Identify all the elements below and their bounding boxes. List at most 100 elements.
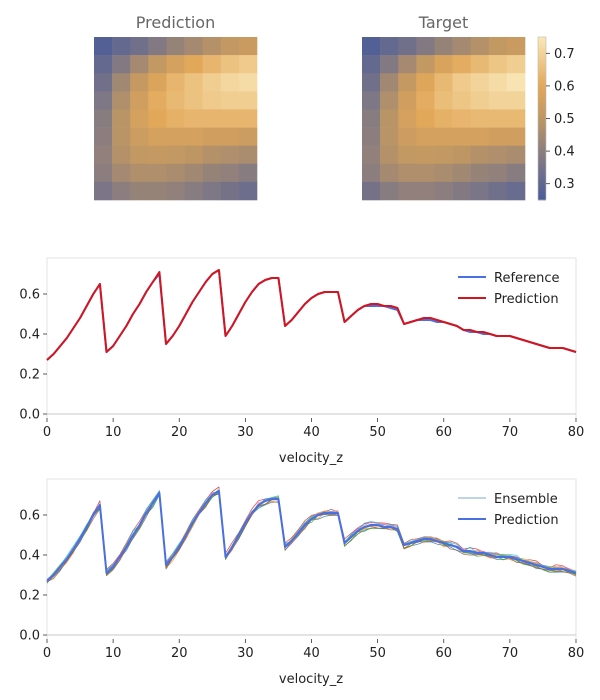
plot-frame xyxy=(46,478,577,639)
colorbar-segment xyxy=(538,121,546,125)
heatmap-cell xyxy=(220,73,240,92)
legend-prediction-label: Prediction xyxy=(494,292,559,307)
heatmap-cell xyxy=(238,73,258,92)
x-tick-label: 10 xyxy=(105,646,122,661)
colorbar-segment xyxy=(538,75,546,79)
heatmap-cell xyxy=(434,127,453,146)
heatmap-cell xyxy=(380,145,399,165)
colorbar-tick-label: 0.5 xyxy=(554,112,575,127)
heatmap-cell xyxy=(362,145,381,165)
y-tick-label: 0.2 xyxy=(19,368,40,383)
colorbar: 0.3 0.4 0.5 0.6 0.7 xyxy=(537,36,575,201)
x-tick-label: 70 xyxy=(502,646,519,661)
x-tick-label: 80 xyxy=(568,425,585,440)
heatmap-cell xyxy=(452,37,471,56)
heatmap-cell xyxy=(130,127,149,146)
heatmap-cell xyxy=(238,181,258,201)
heatmap-cell xyxy=(488,55,508,74)
colorbar-segment xyxy=(538,194,546,198)
heatmap-cell xyxy=(398,37,417,56)
heatmap-cell xyxy=(220,91,240,110)
chart2-legend: Ensemble Prediction xyxy=(458,492,559,528)
heatmap-cell xyxy=(488,73,508,92)
heatmap-cell xyxy=(380,127,399,146)
legend-reference-label: Reference xyxy=(494,271,559,286)
y-tick-label: 0.0 xyxy=(19,629,40,644)
colorbar-segment xyxy=(538,58,546,62)
colorbar-segment xyxy=(538,85,546,90)
heatmap-cell xyxy=(220,55,240,74)
heatmap-cell xyxy=(130,181,149,201)
heatmap-cell xyxy=(112,109,131,128)
heatmap-cell xyxy=(398,145,417,165)
heatmap-cell xyxy=(148,37,167,56)
heatmap-cell xyxy=(506,109,526,128)
colorbar-segment xyxy=(538,107,546,111)
series-prediction-line xyxy=(46,490,577,582)
heatmap-cell xyxy=(506,145,526,165)
heatmap-cell xyxy=(166,55,185,74)
heatmap-cell xyxy=(94,109,113,128)
colorbar-segment xyxy=(538,180,546,185)
colorbar-segment xyxy=(538,142,546,147)
heatmap-cell xyxy=(434,163,453,183)
colorbar-segment xyxy=(538,115,546,119)
line-chart-ensemble: 0 10 20 30 40 50 60 70 80 0.0 0.2 0.4 0.6 xyxy=(19,478,585,661)
heatmap-cell xyxy=(398,73,417,92)
heatmap-cell xyxy=(416,127,435,146)
heatmap-cell xyxy=(148,91,167,110)
heatmap-cell xyxy=(112,181,131,201)
heatmap-cell xyxy=(452,145,471,165)
heatmap-cell xyxy=(380,73,399,92)
heatmap-cell xyxy=(202,91,222,110)
heatmap-cell xyxy=(416,55,435,74)
heatmap-cell xyxy=(166,73,185,92)
colorbar-segment xyxy=(538,118,546,122)
heatmap-target-title: Target xyxy=(418,13,469,32)
colorbar-segment xyxy=(538,99,546,103)
heatmap-cell xyxy=(434,181,453,201)
colorbar-segment xyxy=(538,153,546,157)
heatmap-cell xyxy=(362,55,381,74)
heatmap-cell xyxy=(416,109,435,128)
heatmap-cell xyxy=(506,127,526,146)
colorbar-segment xyxy=(538,170,546,174)
heatmap-cell xyxy=(238,109,258,128)
x-tick-label: 20 xyxy=(171,425,188,440)
heatmap-cell xyxy=(148,127,167,146)
heatmap-cell xyxy=(112,73,131,92)
colorbar-segment xyxy=(538,137,546,141)
heatmap-cell xyxy=(130,55,149,74)
heatmap-cell xyxy=(130,163,149,183)
colorbar-segment xyxy=(538,80,546,84)
heatmap-cell xyxy=(362,91,381,110)
heatmap-cell xyxy=(166,127,185,146)
colorbar-segment xyxy=(538,159,546,163)
colorbar-segment xyxy=(538,66,546,70)
heatmap-cell xyxy=(238,55,258,74)
chart2-xlabel: velocity_z xyxy=(279,672,343,687)
colorbar-segment xyxy=(538,91,546,95)
heatmap-cell xyxy=(202,109,222,128)
colorbar-tick-label: 0.3 xyxy=(554,177,575,192)
colorbar-segment xyxy=(538,183,546,187)
plot-frame xyxy=(46,257,577,418)
heatmap-cell xyxy=(506,37,526,56)
y-tick-label: 0.6 xyxy=(19,509,40,524)
heatmap-cell xyxy=(112,91,131,110)
x-tick-label: 0 xyxy=(43,425,51,440)
colorbar-segment xyxy=(538,172,546,176)
y-tick-label: 0.4 xyxy=(19,328,40,343)
heatmap-cell xyxy=(238,91,258,110)
heatmap-cell xyxy=(130,91,149,110)
heatmap-cell xyxy=(416,73,435,92)
x-tick-label: 30 xyxy=(237,425,254,440)
colorbar-segment xyxy=(538,132,546,136)
x-tick-label: 80 xyxy=(568,646,585,661)
heatmap-cell xyxy=(148,145,167,165)
heatmap-cell xyxy=(238,127,258,146)
heatmap-cell xyxy=(184,181,203,201)
x-tick-label: 50 xyxy=(369,425,386,440)
colorbar-segment xyxy=(538,175,546,179)
